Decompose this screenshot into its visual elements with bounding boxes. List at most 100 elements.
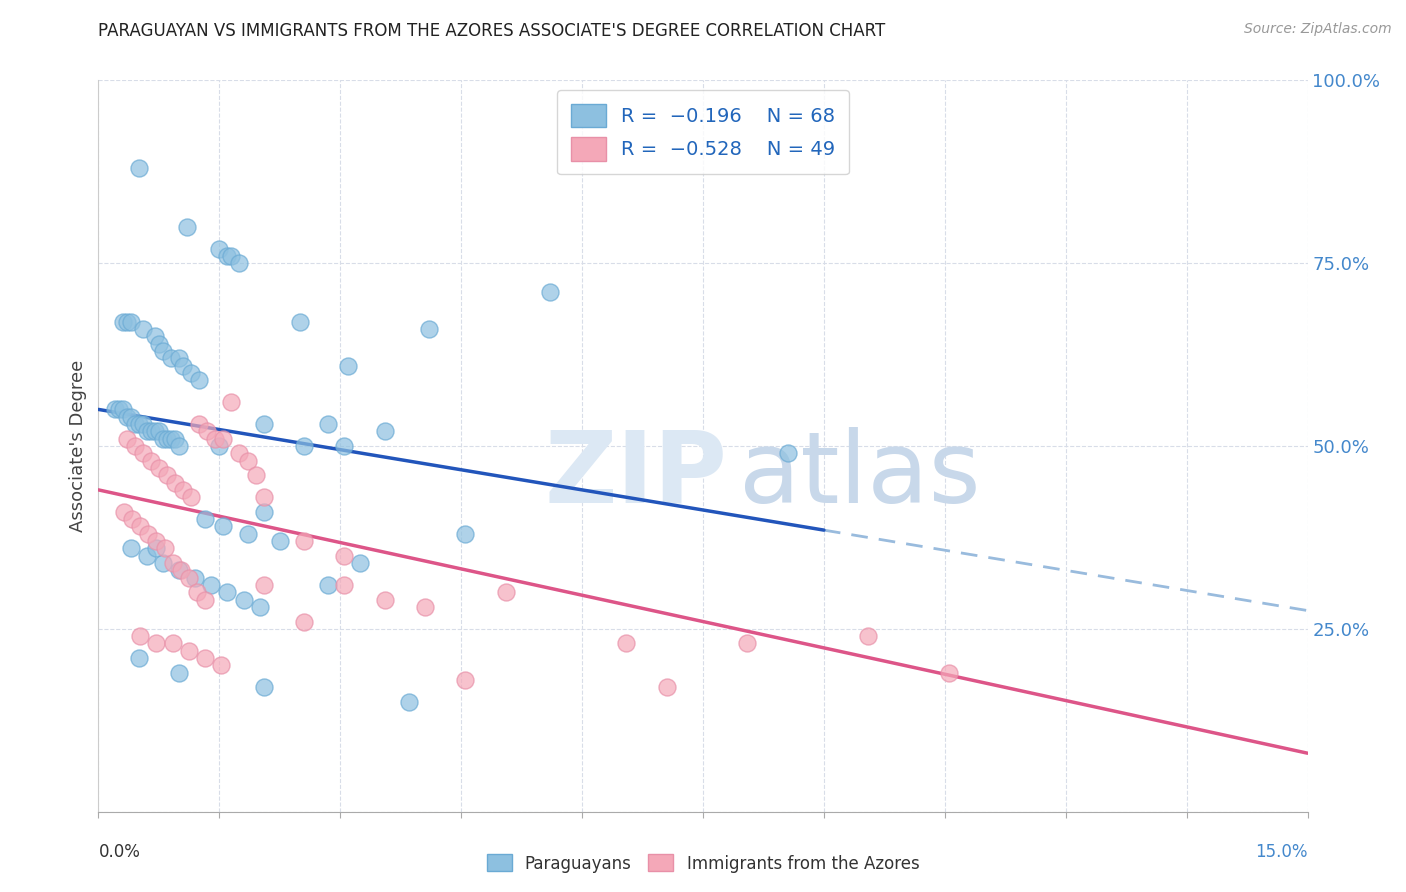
Point <box>616 636 638 650</box>
Point <box>538 285 561 300</box>
Point <box>253 578 276 592</box>
Text: 15.0%: 15.0% <box>1256 843 1308 861</box>
Point <box>737 636 759 650</box>
Point <box>374 592 396 607</box>
Point <box>111 402 134 417</box>
Point <box>139 453 162 467</box>
Point <box>124 417 146 431</box>
Point <box>156 432 179 446</box>
Point <box>194 651 217 665</box>
Point <box>253 681 276 695</box>
Point <box>333 578 356 592</box>
Point <box>129 629 152 643</box>
Point <box>107 402 129 417</box>
Point <box>413 599 436 614</box>
Point <box>120 315 142 329</box>
Point <box>177 644 200 658</box>
Point <box>398 695 420 709</box>
Point <box>180 366 202 380</box>
Point <box>167 563 190 577</box>
Point <box>128 161 150 175</box>
Point <box>167 351 190 366</box>
Point <box>938 665 960 680</box>
Point <box>163 432 186 446</box>
Point <box>160 432 183 446</box>
Point <box>292 615 315 629</box>
Point <box>139 425 162 439</box>
Legend: R =  −0.196    N = 68, R =  −0.528    N = 49: R = −0.196 N = 68, R = −0.528 N = 49 <box>557 90 849 175</box>
Point <box>374 425 396 439</box>
Point <box>172 483 194 497</box>
Point <box>169 563 191 577</box>
Point <box>292 439 315 453</box>
Point <box>148 336 170 351</box>
Point <box>132 417 155 431</box>
Point <box>152 556 174 570</box>
Point <box>194 512 217 526</box>
Point <box>209 658 232 673</box>
Point <box>776 446 799 460</box>
Point <box>454 673 477 687</box>
Point <box>115 315 138 329</box>
Point <box>186 585 208 599</box>
Point <box>495 585 517 599</box>
Text: 0.0%: 0.0% <box>98 843 141 861</box>
Point <box>160 351 183 366</box>
Point <box>228 256 250 270</box>
Point <box>337 359 360 373</box>
Point <box>132 446 155 460</box>
Point <box>176 219 198 234</box>
Point <box>245 468 267 483</box>
Point <box>124 439 146 453</box>
Point <box>138 526 160 541</box>
Point <box>212 519 235 533</box>
Point <box>162 556 184 570</box>
Point <box>103 402 125 417</box>
Point <box>253 490 276 504</box>
Point <box>249 599 271 614</box>
Point <box>145 534 167 549</box>
Point <box>236 453 259 467</box>
Point <box>236 526 259 541</box>
Point <box>212 432 235 446</box>
Point <box>148 461 170 475</box>
Point <box>195 425 218 439</box>
Point <box>221 395 243 409</box>
Point <box>143 425 166 439</box>
Point <box>253 505 276 519</box>
Point <box>184 571 207 585</box>
Point <box>180 490 202 504</box>
Point <box>217 585 239 599</box>
Point <box>153 541 176 556</box>
Point <box>120 541 142 556</box>
Point <box>167 665 190 680</box>
Point <box>148 425 170 439</box>
Point <box>208 439 231 453</box>
Legend: Paraguayans, Immigrants from the Azores: Paraguayans, Immigrants from the Azores <box>479 847 927 880</box>
Point <box>163 475 186 490</box>
Point <box>269 534 291 549</box>
Text: PARAGUAYAN VS IMMIGRANTS FROM THE AZORES ASSOCIATE'S DEGREE CORRELATION CHART: PARAGUAYAN VS IMMIGRANTS FROM THE AZORES… <box>98 22 886 40</box>
Point <box>188 417 211 431</box>
Point <box>194 592 217 607</box>
Point <box>204 432 226 446</box>
Point <box>349 556 371 570</box>
Point <box>156 468 179 483</box>
Point <box>200 578 222 592</box>
Point <box>145 636 167 650</box>
Point <box>115 409 138 424</box>
Point <box>208 242 231 256</box>
Point <box>112 505 135 519</box>
Point <box>162 636 184 650</box>
Point <box>129 519 152 533</box>
Point <box>172 359 194 373</box>
Point <box>143 329 166 343</box>
Point <box>858 629 880 643</box>
Point <box>454 526 477 541</box>
Point <box>128 417 150 431</box>
Text: ZIP: ZIP <box>544 426 727 524</box>
Point <box>115 432 138 446</box>
Point <box>333 439 356 453</box>
Point <box>316 417 339 431</box>
Point <box>228 446 250 460</box>
